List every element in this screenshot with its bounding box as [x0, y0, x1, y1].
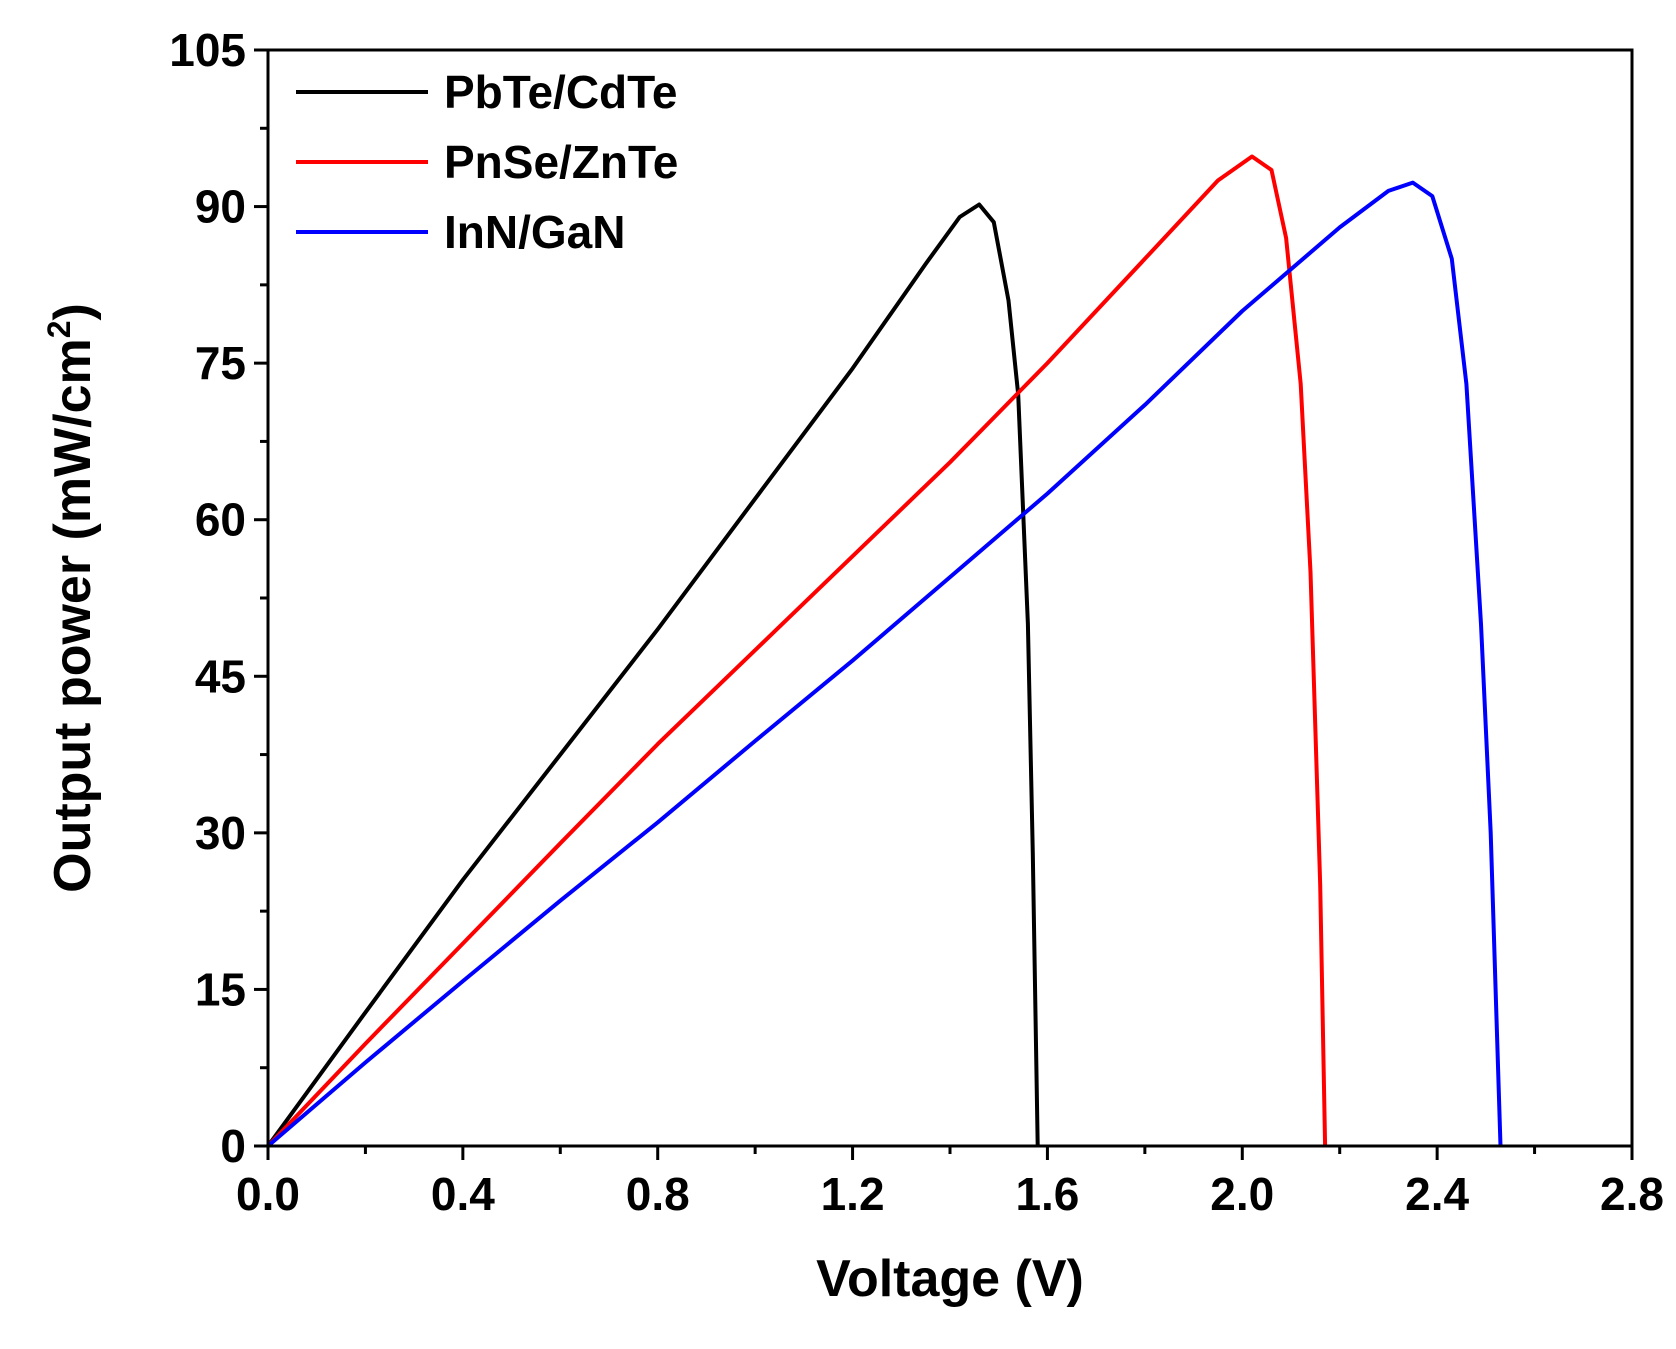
x-tick-label: 0.8: [626, 1168, 690, 1220]
y-tick-label: 30: [195, 807, 246, 859]
ticks-layer: 0.0 0.4 0.8 1.2 1.6 2.0 2.4 2.8 0 15 30 45 60 75 90 105: [169, 24, 1664, 1220]
y-tick-label: 105: [169, 24, 246, 76]
y-tick-label: 45: [195, 650, 246, 702]
y-axis-title-superscript: 2: [41, 320, 77, 338]
x-axis-title: Voltage (V): [816, 1250, 1084, 1308]
x-tick-label: 2.4: [1405, 1168, 1469, 1220]
y-tick-label: 60: [195, 494, 246, 546]
x-tick-label: 2.0: [1210, 1168, 1274, 1220]
x-tick-label: 1.6: [1015, 1168, 1079, 1220]
legend-label-pbte-cdte: PbTe/CdTe: [444, 66, 677, 118]
legend-label-pnse-znte: PnSe/ZnTe: [444, 136, 678, 188]
x-tick-label: 2.8: [1600, 1168, 1664, 1220]
y-tick-label: 75: [195, 337, 246, 389]
y-tick-label: 15: [195, 963, 246, 1015]
y-tick-label: 90: [195, 181, 246, 233]
y-tick-label: 0: [220, 1120, 246, 1172]
series-layer: [266, 154, 1503, 1148]
legend-label-inn-gan: InN/GaN: [444, 206, 625, 258]
y-axis-title-main: Output power (mW/cm: [44, 338, 102, 893]
series-line-pnse-znte: [266, 154, 1328, 1148]
y-axis-title-close: ): [44, 303, 102, 320]
legend: PbTe/CdTe PnSe/ZnTe InN/GaN: [296, 66, 678, 258]
series-line-inn-gan: [266, 180, 1503, 1148]
x-tick-label: 1.2: [821, 1168, 885, 1220]
x-tick-label: 0.4: [431, 1168, 495, 1220]
y-axis-title: Output power (mW/cm2): [41, 303, 102, 893]
x-tick-label: 0.0: [236, 1168, 300, 1220]
series-line-pbte-cdte: [266, 202, 1040, 1148]
